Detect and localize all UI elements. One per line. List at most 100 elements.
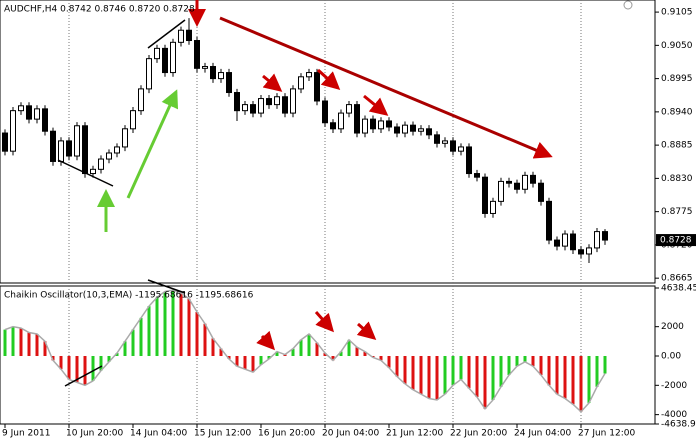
candle-body xyxy=(194,40,200,69)
candle-body xyxy=(226,72,232,94)
candle-body xyxy=(274,96,280,106)
indicator-title: Chaikin Oscillator(10,3,EMA) -1195.68616… xyxy=(4,291,254,301)
arrow xyxy=(256,330,276,351)
candle-body xyxy=(290,88,296,114)
candle-body xyxy=(306,72,312,78)
candle-body xyxy=(410,124,416,132)
candle-body xyxy=(538,182,544,202)
y-tick-label: 0.00 xyxy=(661,351,681,361)
candle-body xyxy=(322,100,328,124)
candle-body xyxy=(354,104,360,134)
price-panel xyxy=(0,0,656,284)
marks xyxy=(2,18,608,413)
x-tick-label: 16 Jun 20:00 xyxy=(258,429,315,439)
y-tick-label: 0.8995 xyxy=(661,74,693,84)
candle-body xyxy=(58,140,64,162)
y-tick-label: 0.8775 xyxy=(661,207,693,217)
candle-body xyxy=(242,104,248,112)
candle-body xyxy=(234,92,240,112)
candle-body xyxy=(426,128,432,136)
candle-body xyxy=(570,233,576,251)
y-tick-label: 0.8885 xyxy=(661,141,693,151)
candle-body xyxy=(370,118,376,130)
candle-body xyxy=(314,72,320,102)
candle-body xyxy=(394,126,400,134)
candle-body xyxy=(162,47,168,74)
trend-line xyxy=(147,19,186,49)
x-tick-label: 22 Jun 20:00 xyxy=(450,429,507,439)
candle-body xyxy=(170,41,176,74)
candle-body xyxy=(154,47,160,60)
candle-body xyxy=(530,174,536,184)
candle-body xyxy=(250,104,256,114)
candle-body xyxy=(594,231,600,249)
price-tag xyxy=(656,234,696,247)
y-tick-label: 0.9105 xyxy=(661,8,693,18)
candle-body xyxy=(402,124,408,134)
candle-body xyxy=(66,140,72,157)
icon xyxy=(623,0,633,10)
arrow xyxy=(356,321,377,340)
candle-body xyxy=(82,125,88,175)
arrow xyxy=(314,311,334,333)
x-tick-label: 14 Jun 04:00 xyxy=(130,429,187,439)
candle-body xyxy=(458,146,464,152)
arrow xyxy=(316,68,341,91)
candle-body xyxy=(146,58,152,90)
candle-body xyxy=(90,168,96,175)
candle-body xyxy=(506,180,512,184)
candle-body xyxy=(514,182,520,190)
candle-body xyxy=(42,108,48,132)
candle-body xyxy=(26,105,32,120)
chart-title: AUDCHF,H4 0.8742 0.8746 0.8720 0.8728 xyxy=(4,5,195,15)
candle-body xyxy=(418,128,424,132)
candle-body xyxy=(554,239,560,247)
y-tick-label: 0.8665 xyxy=(661,274,693,284)
candle-body xyxy=(34,108,40,120)
annotations xyxy=(57,0,553,387)
candle-body xyxy=(266,98,272,106)
candle-body xyxy=(362,118,368,134)
candle-body xyxy=(122,128,128,148)
candle-body xyxy=(98,158,104,170)
candle-body xyxy=(442,140,448,144)
x-tick-label: 10 Jun 20:00 xyxy=(66,429,123,439)
x-tick-label: 15 Jun 12:00 xyxy=(194,429,251,439)
arrow xyxy=(219,16,553,159)
candle-body xyxy=(2,132,8,152)
candle-body xyxy=(562,233,568,247)
candle-body xyxy=(482,176,488,214)
candle-body xyxy=(178,29,184,43)
arrow xyxy=(262,73,283,92)
candle-body xyxy=(378,120,384,130)
candle-body xyxy=(298,76,304,90)
candle-body xyxy=(546,200,552,241)
candle-body xyxy=(602,231,608,241)
candle-body xyxy=(434,134,440,144)
x-tick-label: 24 Jun 04:00 xyxy=(514,429,571,439)
candle-body xyxy=(202,66,208,69)
y-tick-label: -4000 xyxy=(661,410,687,420)
candle-body xyxy=(586,247,592,255)
candle-body xyxy=(338,112,344,130)
candle-body xyxy=(386,120,392,128)
trend-line xyxy=(57,159,114,187)
arrow xyxy=(126,89,179,199)
candle-body xyxy=(490,200,496,214)
arrow xyxy=(363,94,389,116)
candle-body xyxy=(474,173,480,178)
candle-body xyxy=(130,110,136,130)
candle-body xyxy=(186,29,192,42)
candle-body xyxy=(522,174,528,190)
candle-body xyxy=(282,96,288,114)
trend-line xyxy=(147,279,186,294)
y-tick-label: 4638.452 xyxy=(661,284,696,294)
x-tick-label: 9 Jun 2011 xyxy=(2,429,50,439)
candle-body xyxy=(498,180,504,202)
oscillator-line xyxy=(4,289,606,413)
trend-line xyxy=(64,365,103,387)
candle-body xyxy=(258,98,264,114)
candle-body xyxy=(346,104,352,114)
